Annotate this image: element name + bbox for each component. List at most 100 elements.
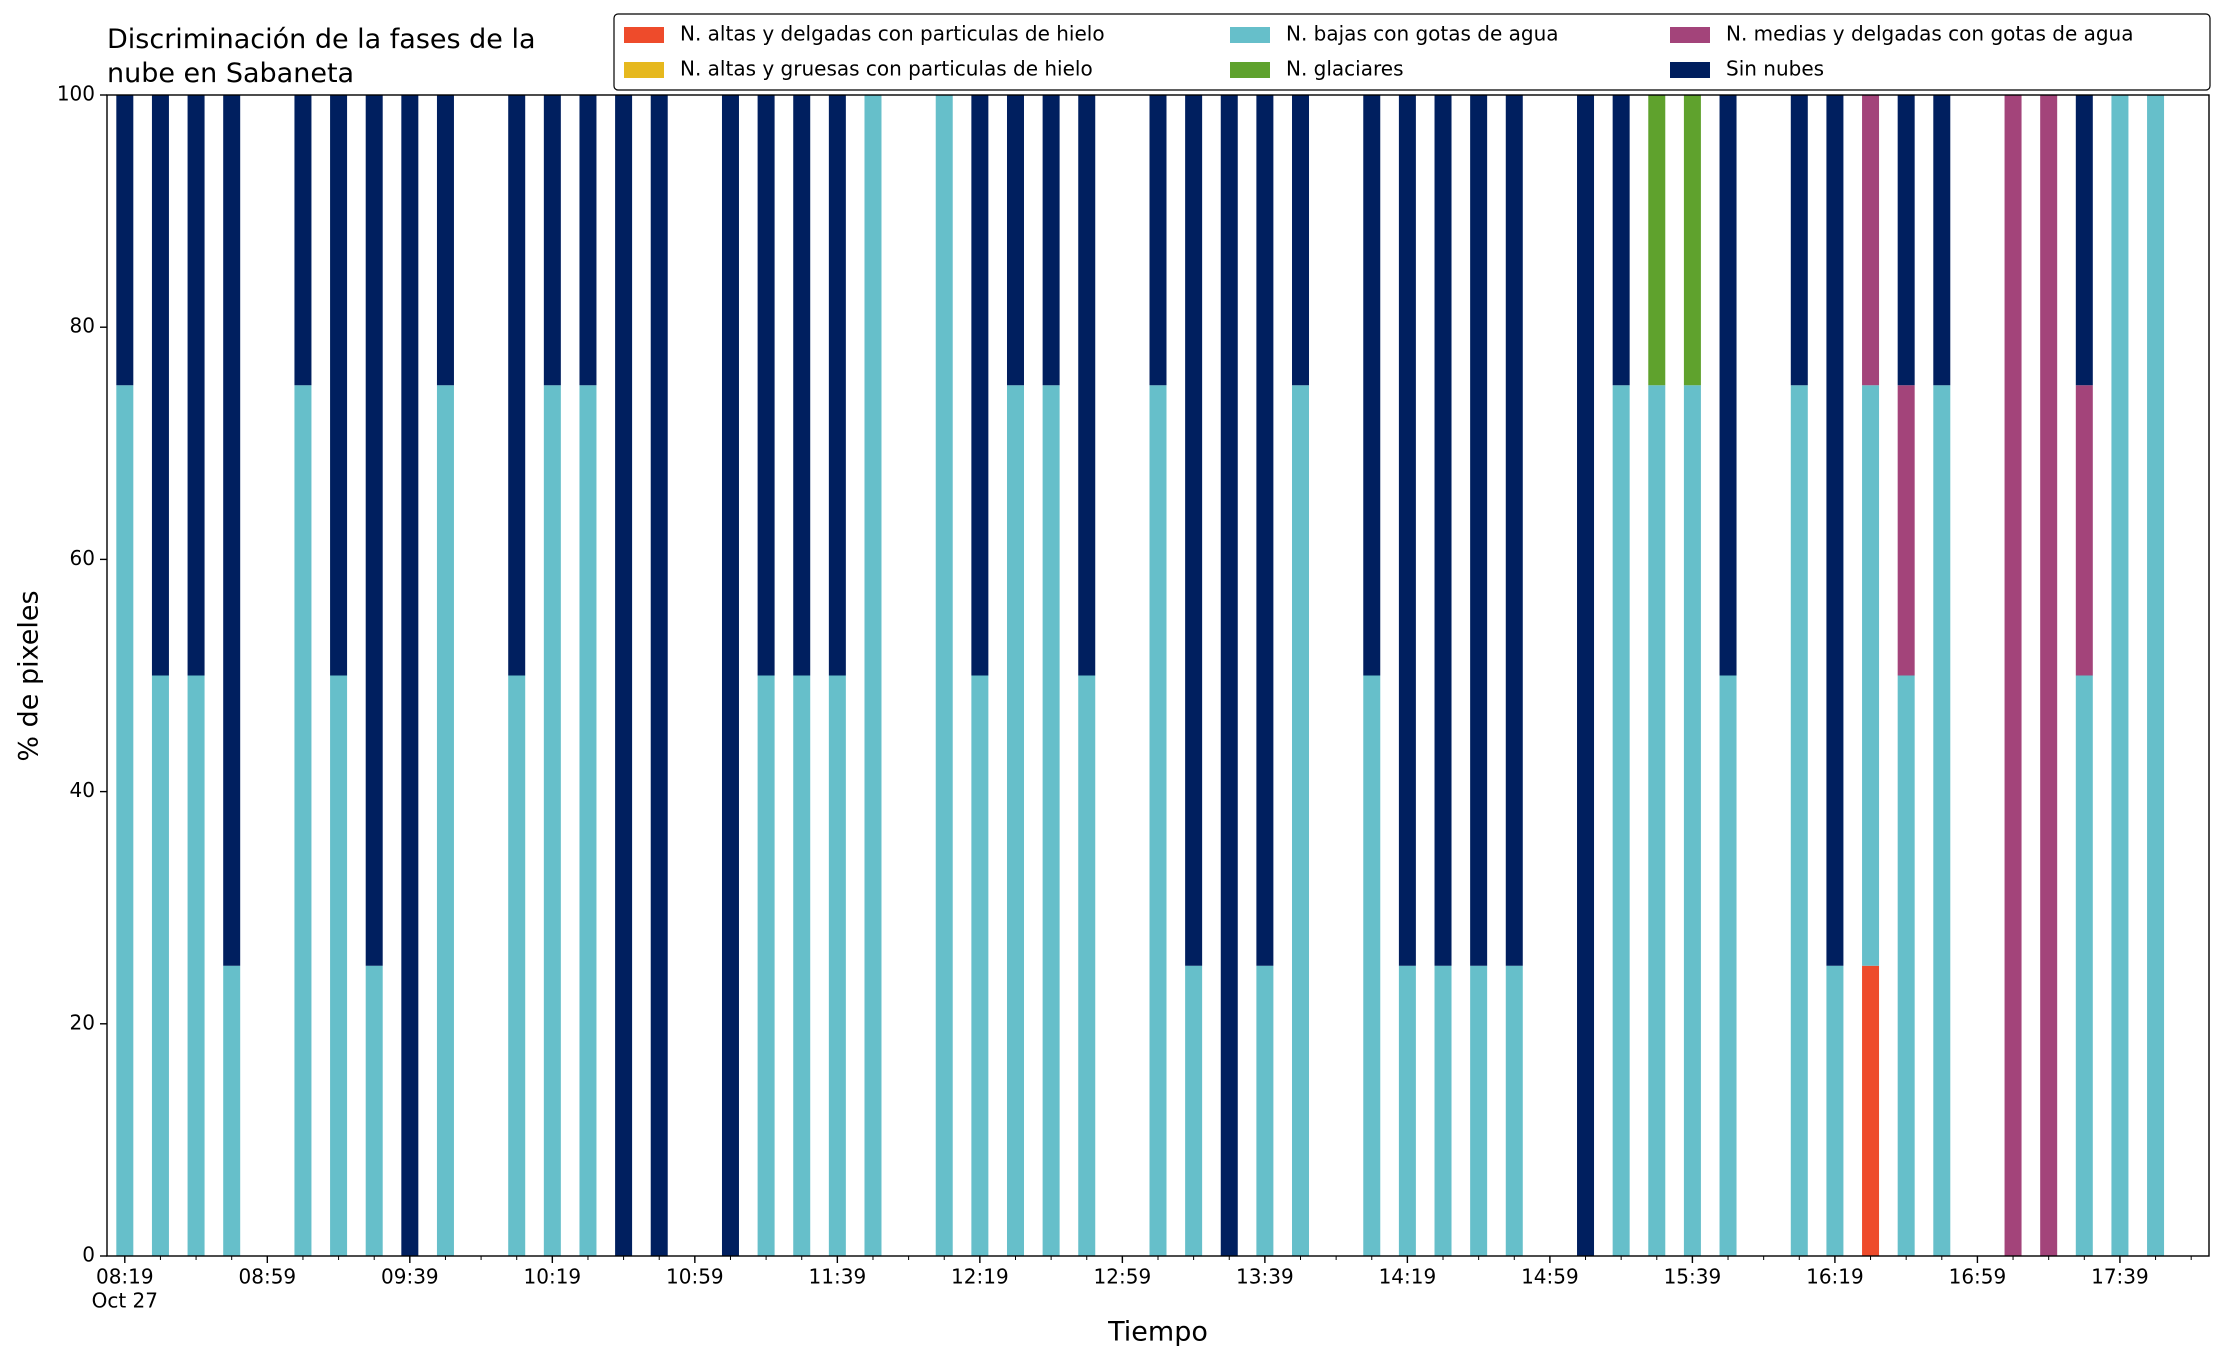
x-tick-label: 08:19	[96, 1265, 154, 1289]
bar-segment	[2111, 95, 2129, 1256]
bar-segment	[2075, 95, 2093, 386]
x-tick-label: 11:39	[809, 1265, 867, 1289]
y-tick-label: 0	[82, 1243, 95, 1267]
bar-segment	[1185, 95, 1203, 966]
x-date-label: Oct 27	[92, 1289, 158, 1313]
bar-segment	[2147, 95, 2165, 1256]
bar-segment	[116, 385, 134, 1256]
x-tick-label: 12:19	[951, 1265, 1009, 1289]
legend-label: N. altas y delgadas con particulas de hi…	[680, 22, 1105, 46]
legend-label: N. medias y delgadas con gotas de agua	[1726, 22, 2134, 46]
bar-segment	[508, 675, 526, 1256]
bar-segment	[1826, 965, 1844, 1256]
bar-segment	[223, 95, 241, 966]
bar-segment	[1790, 385, 1808, 1256]
bar-segment	[436, 385, 454, 1256]
legend-frame	[613, 13, 2211, 91]
bar-segment	[365, 95, 383, 966]
x-tick-label: 16:19	[1806, 1265, 1864, 1289]
bar-segment	[1719, 675, 1737, 1256]
bar-segment	[1292, 385, 1310, 1256]
bar-segment	[1398, 965, 1416, 1256]
bar-segment	[1185, 965, 1203, 1256]
bar-segment	[828, 95, 846, 676]
x-tick-label: 10:19	[524, 1265, 582, 1289]
bar-segment	[864, 95, 882, 1256]
bar-segment	[543, 385, 561, 1256]
legend-label: Sin nubes	[1726, 57, 1824, 81]
x-tick-label: 08:59	[239, 1265, 297, 1289]
bar-segment	[1149, 95, 1167, 386]
bar-segment	[1505, 965, 1523, 1256]
bar-segment	[543, 95, 561, 386]
legend-label: N. altas y gruesas con particulas de hie…	[680, 57, 1093, 81]
bar-segment	[1042, 95, 1060, 386]
y-tick-label: 80	[70, 314, 95, 338]
bar-segment	[1363, 675, 1381, 1256]
bar-segment	[1577, 95, 1595, 1256]
bar-segment	[1434, 95, 1452, 966]
x-tick-label: 10:59	[666, 1265, 724, 1289]
bar-segment	[436, 95, 454, 386]
x-tick-label: 15:39	[1664, 1265, 1722, 1289]
bar-segment	[401, 95, 419, 1256]
bar-segment	[2004, 95, 2022, 1256]
y-tick-label: 100	[57, 82, 95, 106]
bar-segment	[1612, 95, 1630, 386]
bar-segment	[294, 385, 312, 1256]
bar-segment	[650, 95, 668, 1256]
bar-segment	[1006, 385, 1024, 1256]
bar-segment	[1897, 675, 1915, 1256]
bar-segment	[1862, 385, 1880, 966]
bar-segment	[151, 675, 169, 1256]
y-axis-label: % de pixeles	[14, 590, 45, 761]
x-tick-label: 13:39	[1236, 1265, 1294, 1289]
bar-segment	[2075, 385, 2093, 676]
bar-segment	[1434, 965, 1452, 1256]
bar-segment	[1683, 385, 1701, 1256]
bar-segment	[1933, 95, 1951, 386]
bar-segment	[1505, 95, 1523, 966]
bar-segment	[615, 95, 633, 1256]
bar-segment	[1292, 95, 1310, 386]
bar-segment	[1470, 95, 1488, 966]
bar-segment	[1006, 95, 1024, 386]
bar-segment	[1933, 385, 1951, 1256]
bar-segment	[1862, 95, 1880, 386]
bar-segment	[223, 965, 241, 1256]
bar-segment	[508, 95, 526, 676]
legend-label: N. bajas con gotas de agua	[1286, 22, 1559, 46]
bar-segment	[116, 95, 134, 386]
legend-swatch	[1230, 62, 1270, 78]
bar-segment	[971, 675, 989, 1256]
legend-swatch	[624, 27, 664, 43]
y-tick-label: 40	[70, 778, 95, 802]
legend-swatch	[1670, 27, 1710, 43]
bar-segment	[935, 95, 953, 1256]
bar-segment	[1612, 385, 1630, 1256]
x-tick-label: 16:59	[1949, 1265, 2007, 1289]
bar-segment	[1683, 95, 1701, 386]
bar-segment	[294, 95, 312, 386]
bar-segment	[721, 95, 739, 1256]
bar-segment	[1862, 965, 1880, 1256]
bar-segment	[579, 385, 597, 1256]
bar-segment	[757, 675, 775, 1256]
chart-title: Discriminación de la fases de la nube en …	[107, 24, 536, 89]
bar-segment	[1256, 95, 1274, 966]
bar-segment	[1790, 95, 1808, 386]
legend-label: N. glaciares	[1286, 57, 1404, 81]
bar-segment	[151, 95, 169, 676]
y-tick-label: 20	[70, 1010, 95, 1034]
bar-segment	[1648, 95, 1666, 386]
legend: N. altas y delgadas con particulas de hi…	[613, 13, 2211, 91]
legend-swatch	[1230, 27, 1270, 43]
x-tick-label: 09:39	[381, 1265, 439, 1289]
bar-segment	[1470, 965, 1488, 1256]
bar-segment	[1648, 385, 1666, 1256]
bar-segment	[1078, 95, 1096, 676]
bar-segment	[1256, 965, 1274, 1256]
bar-segment	[793, 95, 811, 676]
bar-segment	[330, 95, 348, 676]
bar-segment	[579, 95, 597, 386]
